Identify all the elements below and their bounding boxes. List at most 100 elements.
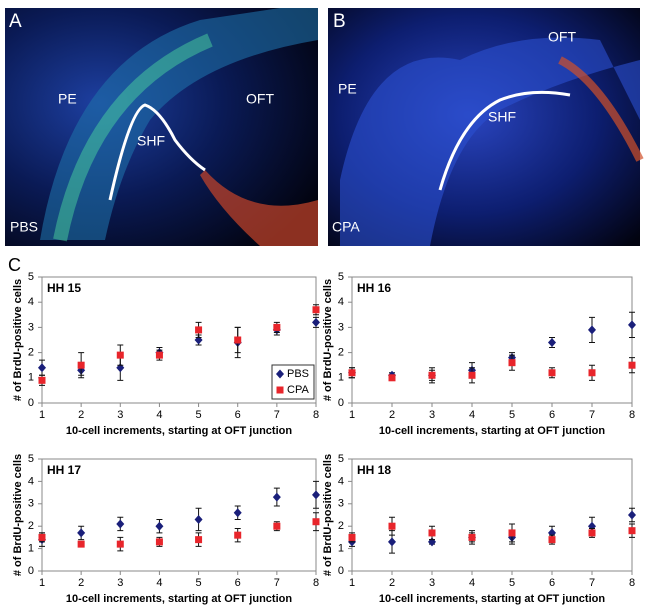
micrograph-b	[328, 8, 644, 246]
marker	[588, 369, 596, 377]
marker	[38, 533, 46, 541]
x-tick-label: 1	[39, 409, 45, 421]
y-tick-label: 4	[28, 296, 34, 308]
marker	[234, 531, 242, 539]
marker	[233, 508, 242, 518]
chart-title: HH 17	[47, 463, 81, 477]
y-tick-label: 4	[28, 475, 34, 487]
x-tick-label: 3	[429, 409, 435, 421]
region-label: SHF	[137, 133, 165, 149]
legend-label: CPA	[287, 384, 309, 396]
y-tick-label: 3	[28, 498, 34, 510]
y-axis-label: # of BrdU-positive cells	[322, 454, 334, 576]
x-tick-label: 7	[589, 409, 595, 421]
marker	[155, 351, 163, 359]
marker	[38, 376, 46, 384]
y-tick-label: 0	[338, 565, 344, 577]
x-tick-label: 2	[78, 409, 84, 421]
x-tick-label: 5	[509, 409, 515, 421]
x-tick-label: 6	[235, 577, 241, 589]
x-axis-label: 10-cell increments, starting at OFT junc…	[379, 425, 605, 437]
marker	[116, 540, 124, 548]
marker	[116, 519, 125, 529]
marker	[312, 518, 320, 526]
x-axis-label: 10-cell increments, starting at OFT junc…	[379, 593, 605, 605]
plot-frame	[41, 458, 317, 572]
x-tick-label: 7	[274, 409, 280, 421]
marker	[588, 529, 596, 537]
marker	[276, 386, 284, 394]
marker	[468, 371, 476, 379]
marker	[388, 537, 396, 547]
x-tick-label: 8	[629, 409, 635, 421]
x-tick-label: 5	[509, 577, 515, 589]
y-tick-label: 5	[28, 271, 34, 283]
marker	[272, 492, 281, 502]
marker	[77, 361, 85, 369]
marker	[588, 325, 596, 335]
chart-title: HH 18	[357, 463, 391, 477]
y-tick-label: 0	[338, 397, 344, 409]
x-tick-label: 2	[78, 577, 84, 589]
panel-letter: C	[8, 255, 21, 275]
y-axis-label: # of BrdU-positive cells	[12, 454, 24, 576]
plot-frame	[351, 458, 633, 572]
y-tick-label: 3	[338, 321, 344, 333]
x-tick-label: 6	[549, 409, 555, 421]
marker	[428, 371, 436, 379]
x-tick-label: 1	[349, 577, 355, 589]
marker	[38, 363, 46, 373]
marker	[234, 336, 242, 344]
panel-letter: A	[9, 11, 22, 32]
region-label: SHF	[488, 109, 516, 125]
marker	[548, 369, 556, 377]
marker	[508, 359, 516, 367]
marker	[155, 521, 164, 531]
y-tick-label: 5	[338, 453, 344, 465]
x-tick-label: 3	[117, 409, 123, 421]
y-axis-label: # of BrdU-positive cells	[322, 279, 334, 401]
y-tick-label: 2	[28, 347, 34, 359]
y-tick-label: 5	[338, 271, 344, 283]
marker	[273, 323, 281, 331]
x-tick-label: 5	[196, 409, 202, 421]
marker	[548, 536, 556, 544]
marker	[77, 528, 86, 538]
chart-title: HH 16	[357, 281, 391, 295]
y-tick-label: 3	[338, 498, 344, 510]
x-tick-label: 6	[549, 577, 555, 589]
y-tick-label: 0	[28, 565, 34, 577]
x-tick-label: 3	[429, 577, 435, 589]
panel-letter: B	[333, 11, 346, 32]
marker	[194, 514, 203, 524]
x-axis-label: 10-cell increments, starting at OFT junc…	[66, 593, 292, 605]
marker	[273, 522, 281, 530]
y-tick-label: 1	[338, 372, 344, 384]
marker	[388, 522, 396, 530]
x-tick-label: 6	[235, 409, 241, 421]
x-tick-label: 3	[117, 577, 123, 589]
x-tick-label: 7	[589, 577, 595, 589]
marker	[77, 540, 85, 548]
x-tick-label: 1	[349, 409, 355, 421]
marker	[312, 490, 320, 500]
x-tick-label: 2	[389, 577, 395, 589]
treatment-label: PBS	[10, 219, 38, 235]
x-tick-label: 4	[469, 577, 475, 589]
x-tick-label: 1	[39, 577, 45, 589]
marker	[276, 369, 284, 379]
marker	[628, 320, 636, 330]
marker	[312, 317, 320, 327]
x-axis-label: 10-cell increments, starting at OFT junc…	[66, 425, 292, 437]
plot-frame	[41, 276, 317, 404]
marker	[116, 351, 124, 359]
y-axis-label: # of BrdU-positive cells	[12, 279, 24, 401]
marker	[348, 533, 356, 541]
marker	[628, 527, 636, 535]
marker	[428, 529, 436, 537]
treatment-label: CPA	[332, 219, 360, 235]
marker	[195, 326, 203, 334]
marker	[468, 533, 476, 541]
x-tick-label: 2	[389, 409, 395, 421]
